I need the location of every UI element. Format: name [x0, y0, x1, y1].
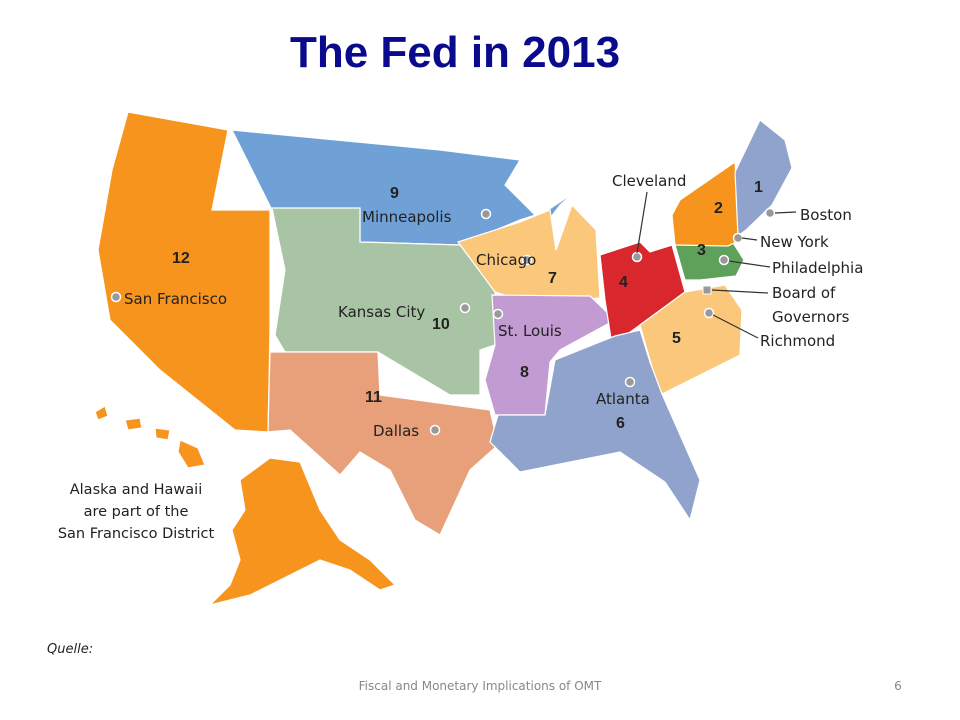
city-label: Chicago — [476, 251, 536, 269]
district-11 — [267, 351, 499, 536]
leader-line — [712, 314, 759, 339]
hawaii — [177, 439, 206, 469]
leader-line — [711, 289, 769, 294]
district-number: 1 — [754, 179, 763, 196]
city-dot — [492, 308, 504, 320]
leader-line — [741, 237, 758, 241]
city-dot — [429, 424, 441, 436]
hawaii — [124, 417, 143, 431]
note: San Francisco District — [58, 526, 215, 542]
district-12 — [97, 111, 271, 433]
board-label: Board of — [772, 284, 836, 302]
district-number: 8 — [520, 364, 529, 381]
district-number: 4 — [619, 274, 628, 291]
leader-line — [774, 211, 797, 214]
district-8 — [484, 294, 617, 416]
district-number: 10 — [432, 316, 450, 333]
district-number: 2 — [714, 200, 723, 217]
hawaii — [94, 405, 109, 421]
board-marker — [702, 285, 712, 295]
city-label: Dallas — [373, 422, 419, 440]
district-number: 6 — [616, 415, 625, 432]
leader-line — [636, 191, 648, 254]
labels: 1 Boston 2 New York 3 Philadelphia 4 Cle… — [58, 172, 864, 542]
city-dot — [624, 376, 636, 388]
alaska — [208, 457, 397, 607]
city-dot — [459, 302, 471, 314]
city-dot — [631, 251, 643, 263]
note: Alaska and Hawaii — [70, 482, 203, 498]
district-number: 12 — [172, 250, 190, 267]
city-label: San Francisco — [124, 290, 227, 308]
footer-text: Fiscal and Monetary Implications of OMT — [359, 679, 602, 693]
district-number: 3 — [697, 242, 706, 259]
city-dot — [764, 207, 776, 219]
source: Quelle: — [47, 642, 93, 657]
leader-line — [728, 260, 771, 268]
district-2 — [671, 160, 741, 247]
district-number: 7 — [548, 270, 557, 287]
district-number: 11 — [365, 389, 382, 406]
hawaii — [154, 427, 171, 441]
city-dot — [110, 291, 122, 303]
district-number: 5 — [672, 330, 681, 347]
city-label: Atlanta — [596, 390, 650, 408]
city-dot — [732, 232, 744, 244]
city-label: Richmond — [760, 332, 835, 350]
city-label: Boston — [800, 206, 852, 224]
district-number: 9 — [390, 185, 399, 202]
city-dot — [521, 254, 533, 266]
map — [48, 108, 873, 610]
city-dot — [718, 254, 730, 266]
city-label: Philadelphia — [772, 259, 863, 277]
city-label: Minneapolis — [362, 208, 452, 226]
city-label: Cleveland — [612, 172, 686, 190]
district-6 — [489, 329, 701, 522]
note: are part of the — [84, 504, 189, 520]
board-label: Governors — [772, 308, 850, 326]
city-dot — [703, 307, 715, 319]
title: The Fed in 2013 — [290, 28, 620, 77]
district-10 — [271, 207, 496, 396]
city-label: St. Louis — [498, 322, 562, 340]
city-dot — [480, 208, 492, 220]
page-number: 6 — [894, 679, 902, 693]
markers — [110, 191, 797, 436]
city-label: New York — [760, 233, 829, 251]
city-label: Kansas City — [338, 303, 425, 321]
